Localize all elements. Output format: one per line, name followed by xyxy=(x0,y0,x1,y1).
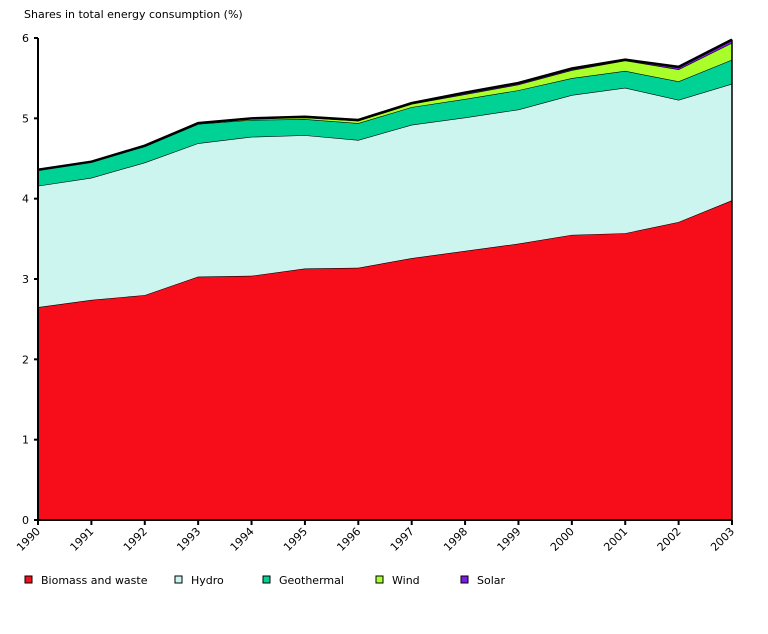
x-tick-label: 1990 xyxy=(14,525,43,554)
legend-label: Wind xyxy=(392,574,420,587)
y-tick-label: 3 xyxy=(22,273,29,286)
legend-label: Biomass and waste xyxy=(41,574,148,587)
legend-item-hydro: Hydro xyxy=(174,574,224,587)
x-tick-label: 1991 xyxy=(68,525,97,554)
x-tick-label: 1994 xyxy=(228,525,257,554)
x-tick-label: 1999 xyxy=(495,525,524,554)
x-tick-label: 1997 xyxy=(388,525,417,554)
legend-item-solar: Solar xyxy=(460,574,506,587)
y-axis-title: Shares in total energy consumption (%) xyxy=(24,8,243,21)
y-tick-label: 1 xyxy=(22,434,29,447)
legend-item-wind: Wind xyxy=(375,574,420,587)
x-tick-label: 2003 xyxy=(708,525,737,554)
legend-swatch xyxy=(375,575,384,584)
x-tick-label: 1995 xyxy=(281,525,310,554)
x-tick-label: 2000 xyxy=(548,525,577,554)
legend-label: Hydro xyxy=(191,574,224,587)
legend-item-geothermal: Geothermal xyxy=(262,574,344,587)
y-tick-label: 6 xyxy=(22,32,29,45)
x-tick-label: 1992 xyxy=(121,525,150,554)
area-edge-solar xyxy=(37,38,733,171)
x-tick-label: 1998 xyxy=(441,525,470,554)
x-tick-label: 2002 xyxy=(655,525,684,554)
legend-swatch xyxy=(24,575,33,584)
y-tick-label: 0 xyxy=(22,514,29,527)
legend-swatch xyxy=(174,575,183,584)
area-geothermal xyxy=(38,59,732,186)
y-tick-label: 5 xyxy=(22,112,29,125)
area-wind xyxy=(38,42,732,170)
area-hydro xyxy=(38,83,732,308)
legend-label: Solar xyxy=(477,574,506,587)
area-biomass-and-waste xyxy=(38,200,732,521)
y-tick-label: 4 xyxy=(22,193,29,206)
legend-swatch xyxy=(460,575,469,584)
legend-label: Geothermal xyxy=(279,574,344,587)
x-tick-label: 1993 xyxy=(174,525,203,554)
legend-item-biomass-and-waste: Biomass and waste xyxy=(24,574,148,587)
legend-swatch xyxy=(262,575,271,584)
x-tick-label: 1996 xyxy=(334,525,363,554)
x-tick-label: 2001 xyxy=(601,525,630,554)
y-tick-label: 2 xyxy=(22,353,29,366)
